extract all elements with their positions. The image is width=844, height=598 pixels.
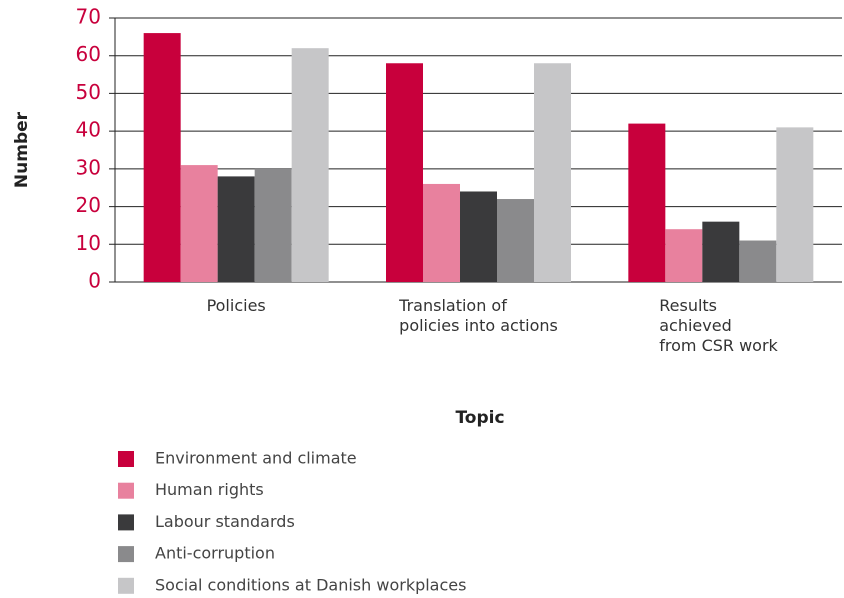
bar (180, 165, 218, 282)
legend-swatch (118, 577, 134, 594)
y-tick-label: 40 (76, 118, 101, 142)
legend-label: Social conditions at Danish workplaces (155, 575, 466, 594)
legend-label: Environment and climate (155, 449, 357, 468)
y-tick-label: 60 (76, 42, 101, 66)
x-tick-label: Policies (206, 296, 266, 315)
bar (739, 240, 777, 282)
bar (217, 176, 255, 282)
bar (460, 191, 497, 282)
bar (423, 183, 460, 282)
legend-swatch (118, 451, 134, 467)
y-tick-label: 50 (76, 80, 101, 104)
y-tick-label: 20 (76, 193, 101, 217)
bar (776, 127, 814, 282)
bar (497, 199, 534, 282)
bar (254, 168, 292, 282)
x-tick-label: Results achieved from CSR work (659, 296, 778, 355)
bar (665, 229, 703, 282)
legend-label: Anti-corruption (155, 544, 275, 563)
x-tick-label: Translation of policies into actions (399, 296, 558, 335)
y-tick-label: 10 (76, 231, 101, 255)
y-tick-label: 30 (76, 155, 101, 179)
bar (702, 221, 740, 282)
y-tick-label: 0 (88, 269, 101, 293)
legend-swatch (118, 482, 134, 499)
bar (386, 63, 423, 282)
legend-label: Labour standards (155, 512, 295, 531)
y-axis-title: Number (12, 111, 32, 188)
legend-swatch (118, 546, 134, 563)
bar (291, 48, 329, 282)
bar (143, 33, 181, 283)
bar (628, 123, 666, 282)
y-tick-label: 70 (76, 5, 101, 29)
bar (534, 63, 571, 282)
legend-label: Human rights (155, 480, 264, 499)
legend-swatch (118, 514, 134, 531)
x-axis-title: Topic (455, 408, 504, 428)
